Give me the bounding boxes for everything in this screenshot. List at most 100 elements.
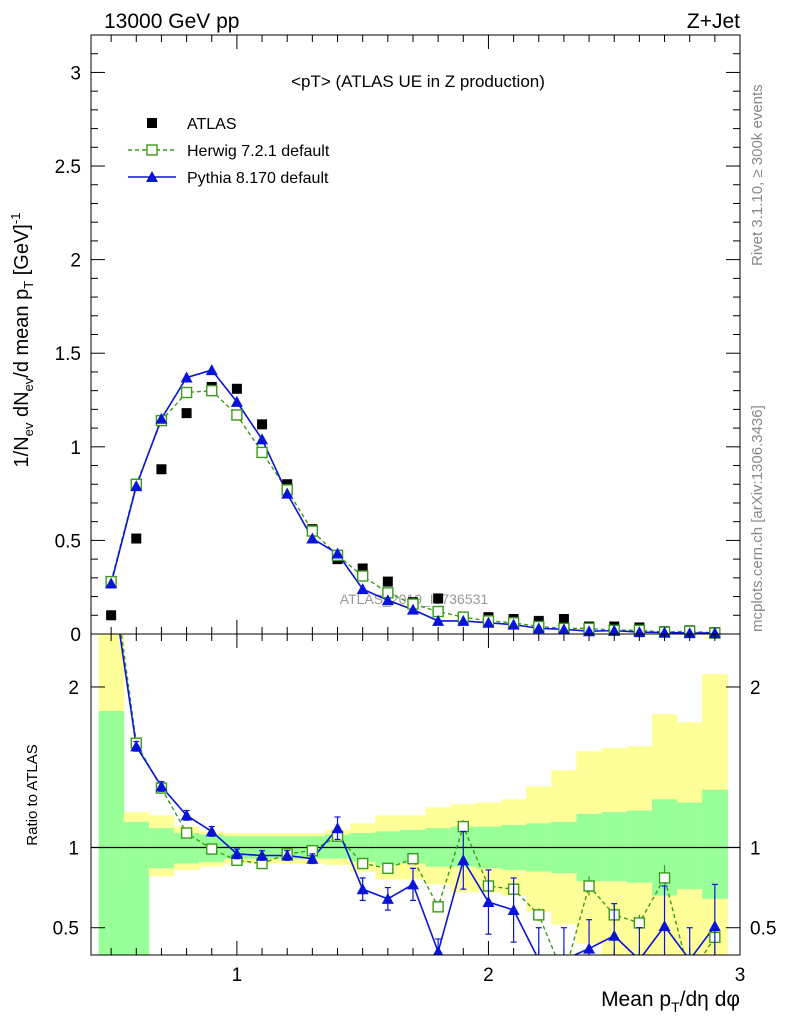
band-inner-bin	[375, 831, 401, 866]
herwig-point	[180, 386, 193, 399]
y-tick-label: 0	[70, 625, 81, 646]
pythia-point	[432, 614, 445, 626]
main-ticks: 0 0.5 1 1.5 2 2.5 3	[55, 35, 741, 646]
ratio-pythia-point	[381, 892, 394, 904]
pythia-point	[457, 614, 470, 626]
ratio-y-tick-label: 0.5	[53, 919, 79, 940]
ratio-pythia-point	[130, 740, 143, 752]
pythia-point	[331, 547, 344, 559]
herwig-point	[206, 384, 218, 397]
ratio-pythia-point	[608, 929, 621, 941]
pythia-point	[683, 627, 696, 639]
ratio-herwig-point	[658, 872, 671, 884]
ratio-herwig-point	[432, 901, 444, 913]
ratio-pythia-point	[658, 920, 671, 932]
pythia-point	[180, 371, 193, 383]
y-tick-label: 2	[70, 251, 81, 272]
ratio-pythia-point	[457, 854, 470, 866]
band-inner-bin	[148, 828, 175, 869]
pythia-point	[105, 577, 118, 589]
ratio-herwig-point	[180, 827, 193, 839]
pythia-point	[256, 433, 269, 445]
x-tick-label: 2	[483, 965, 494, 986]
pythia-point	[281, 487, 294, 499]
main-panel: 00.511.522.53 ATLAS_2019_I1736531 <pT> (…	[8, 34, 741, 646]
atlas-point	[106, 610, 117, 621]
main-series	[105, 364, 721, 639]
pythia-point	[356, 583, 369, 595]
ratio-pythia-point	[507, 904, 520, 916]
ratio-herwig-point	[559, 971, 569, 981]
ratio-y-tick-label: 2	[68, 678, 79, 699]
ratio-pythia-point	[230, 847, 243, 859]
pythia-point	[381, 594, 394, 606]
ratio-herwig-point	[106, 554, 116, 564]
ratio-ylabel: Ratio to ATLAS	[24, 744, 41, 845]
pythia-point	[482, 616, 495, 628]
band-inner-bin	[123, 821, 150, 955]
herwig-point	[231, 409, 243, 421]
ratio-frame	[90, 633, 741, 956]
legend-label-herwig: Herwig 7.2.1 default	[187, 143, 330, 160]
ratio-herwig-point	[457, 820, 469, 833]
ratio-pythia-point	[180, 809, 193, 821]
legend-marker-herwig	[146, 144, 158, 156]
ratio-pythia-point	[331, 822, 344, 834]
header-right: Z+Jet	[687, 10, 740, 33]
ratio-pythia-point	[205, 825, 218, 837]
pythia-point	[306, 532, 319, 544]
ratio-herwig-point	[356, 857, 369, 870]
ratio-herwig-point	[633, 917, 646, 929]
atlas-point	[181, 408, 192, 419]
pythia-point	[230, 395, 243, 407]
y-tick-label: 3	[70, 63, 81, 84]
atlas-point	[156, 464, 167, 475]
ratio-pythia-point	[306, 852, 319, 864]
pythia-point	[583, 625, 596, 637]
ratio-bands	[98, 634, 728, 955]
band-inner-bin	[98, 711, 125, 955]
x-tick-label: 3	[735, 965, 746, 986]
pythia-point	[658, 626, 671, 638]
ratio-pythia-point	[583, 942, 596, 954]
pythia-point	[507, 618, 520, 630]
main-ylabel: 1/Nev dNev/d mean pT [GeV]-1	[8, 213, 36, 468]
ratio-pythia-point	[256, 849, 269, 861]
y-tick-label: 1	[70, 438, 81, 459]
ratio-herwig-point	[583, 880, 595, 892]
herwig-point	[356, 570, 369, 582]
rivet-label: Rivet 3.1.10, ≥ 300k events	[749, 84, 766, 266]
legend-marker-pythia	[146, 171, 158, 182]
ratio-pythia-point	[708, 920, 721, 932]
ratio-pythia-point	[482, 896, 495, 908]
x-axis-label: Mean pT/dη dφ	[601, 988, 740, 1015]
atlas-point	[231, 383, 242, 394]
ratio-pythia-point	[406, 878, 419, 890]
main-title: <pT> (ATLAS UE in Z production)	[291, 72, 545, 91]
ratio-herwig-point	[407, 853, 419, 865]
pythia-point	[608, 624, 621, 636]
ratio-herwig-point	[685, 971, 695, 981]
pythia-point	[532, 622, 545, 634]
atlas-point	[433, 593, 444, 604]
y-tick-label: 0.5	[55, 531, 81, 552]
ratio-pythia-point	[433, 945, 444, 955]
pythia-point	[557, 623, 570, 635]
y-tick-label: 2.5	[55, 157, 81, 178]
ratio-pythia-point	[155, 780, 168, 792]
band-inner-bin	[702, 789, 728, 899]
ratio-herwig-point	[206, 843, 218, 855]
ratio-y-tick-label-right: 0.5	[750, 919, 776, 940]
ratio-y-tick-label: 1	[68, 838, 79, 859]
legend: ATLAS Herwig 7.2.1 default Pythia 8.170 …	[128, 116, 330, 187]
ratio-pythia-point	[356, 883, 369, 895]
atlas-point	[382, 576, 393, 587]
ratio-y-tick-label-right: 1	[750, 838, 761, 859]
legend-label-pythia: Pythia 8.170 default	[187, 170, 329, 187]
header-left: 13000 GeV pp	[104, 10, 239, 33]
pythia-point	[708, 627, 721, 639]
atlas-point	[558, 614, 569, 625]
herwig-point	[256, 446, 268, 459]
y-tick-label: 1.5	[55, 344, 81, 365]
